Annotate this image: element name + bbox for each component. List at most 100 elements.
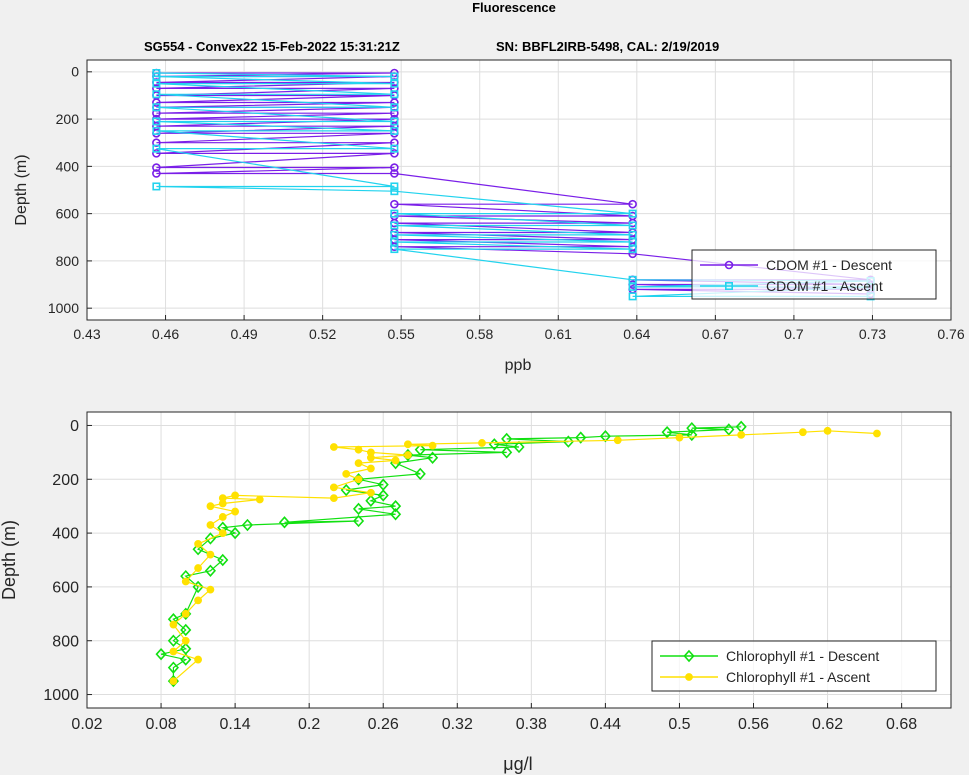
data-point <box>390 117 399 126</box>
y-tick-label: 1000 <box>48 300 79 316</box>
x-tick-label: 0.38 <box>516 716 547 733</box>
data-point <box>628 221 637 230</box>
data-point <box>218 513 227 521</box>
x-tick-label: 0.32 <box>442 716 473 733</box>
data-point <box>628 275 637 284</box>
legend-marker <box>724 260 734 270</box>
x-tick-label: 0.44 <box>590 716 621 733</box>
data-point <box>152 117 161 126</box>
legend-marker <box>685 673 693 681</box>
data-point <box>390 72 399 81</box>
data-point <box>390 149 399 158</box>
data-point <box>152 169 161 178</box>
data-point <box>152 126 161 135</box>
data-point <box>192 543 204 556</box>
data-point <box>513 440 525 454</box>
x-tick-label: 0.64 <box>623 326 650 342</box>
y-axis-label: Depth (m) <box>13 154 30 225</box>
data-point <box>737 430 746 439</box>
y-tick-label: 1000 <box>43 687 79 704</box>
data-point <box>798 428 807 437</box>
x-tick-label: 0.08 <box>145 716 176 733</box>
data-point <box>390 209 399 218</box>
data-point <box>342 469 351 478</box>
data-point <box>152 98 161 107</box>
series-line <box>156 72 871 295</box>
y-tick-label: 800 <box>56 253 80 269</box>
x-tick-label: 0.61 <box>545 326 572 342</box>
data-point <box>152 69 161 78</box>
y-tick-label: 0 <box>71 64 79 80</box>
legend-label: CDOM #1 - Ascent <box>766 278 883 294</box>
series-line <box>160 426 742 682</box>
data-point <box>628 292 637 301</box>
figure-subtitle-left: SG554 - Convex22 15-Feb-2022 15:31:21Z <box>144 39 400 54</box>
data-point <box>628 199 637 209</box>
data-point <box>152 163 161 172</box>
y-tick-label: 800 <box>52 633 79 650</box>
x-tick-label: 0.67 <box>702 326 729 342</box>
series-ascent <box>152 69 875 301</box>
data-point <box>152 90 161 99</box>
data-point <box>231 491 240 500</box>
data-point <box>181 577 190 586</box>
data-point <box>391 456 400 465</box>
data-point <box>206 550 215 559</box>
x-tick-label: 0.46 <box>152 326 179 342</box>
data-point <box>390 187 399 196</box>
data-point <box>204 564 217 577</box>
x-tick-label: 0.56 <box>738 716 769 733</box>
y-tick-label: 400 <box>56 158 80 174</box>
x-tick-label: 0.55 <box>388 326 415 342</box>
y-tick-label: 400 <box>52 526 79 543</box>
data-point <box>194 564 202 572</box>
data-point <box>390 199 399 209</box>
series-descent <box>155 420 747 688</box>
data-point <box>354 445 363 454</box>
legend-label: CDOM #1 - Descent <box>766 257 892 273</box>
data-point <box>628 209 637 218</box>
data-point <box>575 431 587 444</box>
data-point <box>218 529 227 537</box>
data-point <box>428 441 437 450</box>
cdom-chart: 0.43 0.46 0.49 0.52 0.55 0.58 0.61 0.64 0.67 0.7 0… <box>13 59 965 374</box>
x-tick-label: 0.68 <box>886 716 917 733</box>
y-tick-label: 0 <box>70 418 79 435</box>
data-point <box>404 440 412 449</box>
legend: Chlorophyll #1 - Descent Chlorophyll #1 -… <box>651 640 937 692</box>
x-tick-label: 0.14 <box>220 716 251 733</box>
data-point <box>389 499 402 513</box>
axes-frame <box>86 411 952 709</box>
y-tick-label: 600 <box>56 206 80 222</box>
data-point <box>377 489 389 502</box>
data-point <box>167 634 179 647</box>
data-point <box>562 435 574 448</box>
data-point <box>231 507 240 516</box>
data-point <box>329 483 338 492</box>
x-axis-label: ppb <box>505 357 532 374</box>
data-point <box>167 661 179 674</box>
series-line <box>156 72 871 297</box>
y-tick-label: 200 <box>56 111 80 127</box>
data-point <box>390 98 399 107</box>
data-point <box>352 502 365 516</box>
data-point <box>404 451 412 459</box>
data-point <box>354 475 363 484</box>
data-point <box>155 647 167 661</box>
data-point <box>366 488 375 497</box>
data-point <box>194 655 202 664</box>
data-point <box>217 553 229 567</box>
data-point <box>352 514 365 528</box>
x-tick-label: 0.5 <box>668 716 690 733</box>
data-point <box>152 149 161 158</box>
data-point <box>613 436 622 445</box>
data-point <box>194 539 202 548</box>
legend-label: Chlorophyll #1 - Descent <box>726 648 879 664</box>
data-point <box>414 443 426 456</box>
data-point <box>390 163 399 172</box>
data-point <box>152 182 161 191</box>
data-point <box>873 429 881 438</box>
data-point <box>686 428 698 442</box>
x-tick-label: 0.73 <box>859 326 886 342</box>
